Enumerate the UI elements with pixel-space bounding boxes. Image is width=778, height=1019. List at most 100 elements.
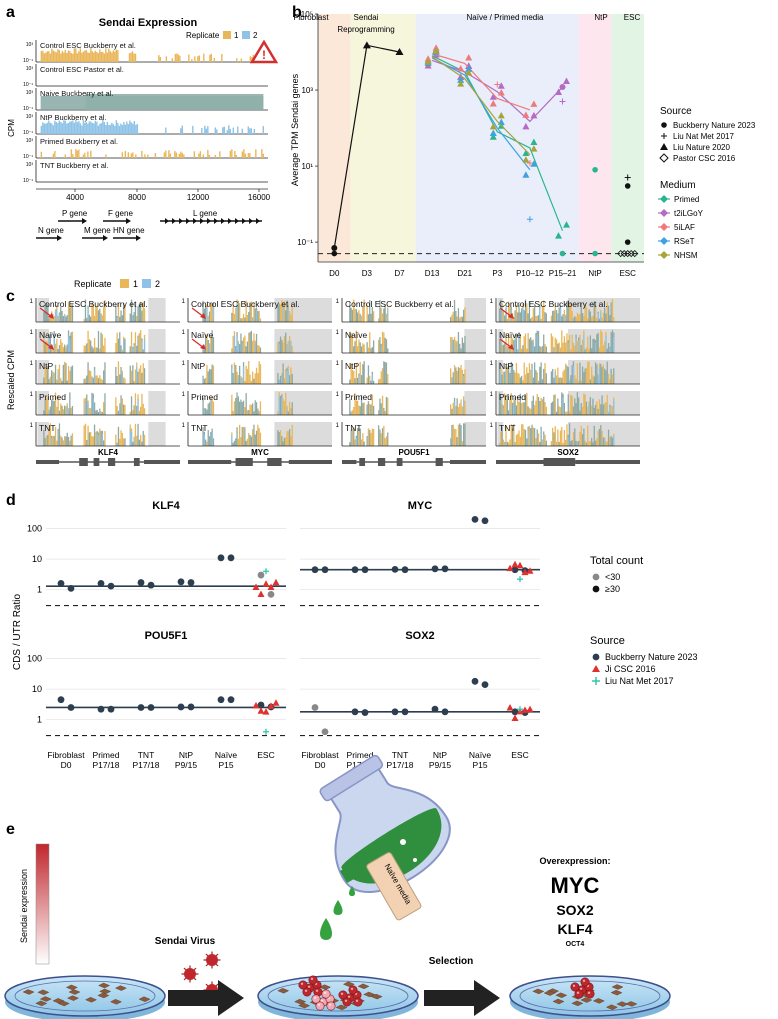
b-legend-source-2: Liu Nature 2020 (673, 143, 730, 152)
c-ytick-0-2: 1 (30, 361, 34, 367)
b-xtick-7: P15–21 (549, 269, 577, 278)
c-ytick-1-0: 1 (182, 299, 186, 305)
c-legend-rep1-swatch (120, 279, 129, 288)
b-point (331, 250, 338, 257)
b-point (631, 249, 639, 258)
d-point (441, 708, 449, 716)
panel-a-title: Sendai Expression (99, 17, 198, 29)
d-point (351, 708, 359, 716)
d-point (252, 701, 260, 709)
d-point (311, 566, 319, 574)
c-track-3-0: 1 Control ESC Buckberry et al. (490, 298, 640, 323)
b-series-line-4 (431, 57, 531, 171)
d-point (67, 584, 75, 592)
d-point (57, 579, 65, 587)
a-track-3-ytick-top: 10³ (26, 114, 34, 120)
c-gene-label-2: POU5F1 (398, 448, 430, 457)
d-point (267, 702, 275, 709)
c-gene-label-1: MYC (251, 448, 269, 457)
b-point (497, 111, 505, 119)
c-ytick-3-3: 1 (490, 392, 494, 398)
b-point (465, 53, 473, 61)
overexpressed-sox2: SOX2 (556, 902, 594, 918)
d-xtick-3-0: Fibroblast D0 (301, 750, 339, 770)
b-series-line-1 (431, 55, 564, 231)
sendai-expression-gradient (35, 843, 50, 965)
c-row-label-3-4: TNT (499, 423, 516, 433)
a-track-0: 10³ 10⁻¹ Control ESC Buckberry et al. (23, 40, 268, 64)
b-xtick-6: P10–12 (516, 269, 544, 278)
d-point (67, 704, 75, 711)
panel-b-legend: Source Buckberry Nature 2023 Liu Nat Met 2… (658, 106, 756, 260)
a-track-2-ytick-top: 10³ (26, 90, 34, 96)
a-track-2: 10³ 10⁻¹ Naive Buckberry et al. (23, 88, 268, 112)
d-point (526, 567, 534, 574)
gene-n-label: N gene (38, 226, 64, 235)
a-track-0-ytick-top: 10³ (26, 42, 34, 48)
c-row-label-1-3: Primed (191, 392, 218, 402)
c-row-label-2-1: Naïve (345, 330, 367, 340)
panel-d-legend: Total count <30 ≥30 Source Buckberry Nature … (590, 555, 698, 686)
b-point (530, 138, 538, 145)
d-point (506, 703, 514, 711)
a-track-5-label: TNT Buckberry et al. (40, 161, 109, 170)
d-point (262, 580, 270, 587)
c-track-2-2: 1 NtP (336, 360, 486, 385)
c-track-0-3: 1 Primed (30, 391, 180, 416)
overexpressed-myc: MYC (551, 873, 600, 898)
b-point (465, 65, 473, 72)
b-point (432, 47, 440, 54)
b-series-line-2 (431, 59, 563, 123)
a-track-1-ytick-top: 10³ (26, 66, 34, 72)
c-ytick-3-0: 1 (490, 299, 494, 305)
c-gene-model-2 (342, 458, 486, 466)
b-point (489, 93, 497, 100)
c-track-3-2: 1 NtP (490, 360, 640, 385)
genome-map: P gene F gene L gene N gene M gene HN ge… (36, 209, 262, 241)
c-gene-label-3: SOX2 (557, 448, 579, 457)
svg-text:!: ! (262, 48, 266, 62)
b-point (424, 58, 432, 65)
c-legend-rep1-label: 1 (133, 279, 138, 289)
c-track-3-1: 1 Naïve (490, 329, 640, 354)
legend-rep2-swatch (242, 31, 250, 39)
petri-dish-icon-0 (4, 975, 166, 1019)
b-point (624, 239, 631, 245)
c-row-label-3-2: NtP (499, 361, 514, 371)
c-row-label-0-0: Control ESC Buckberry et al. (39, 299, 148, 309)
c-row-label-0-3: Primed (39, 392, 66, 402)
a-track-3-ytick-bottom: 10⁻¹ (23, 130, 33, 136)
c-track-0-1: 1 Naïve (30, 329, 180, 354)
d-point (262, 708, 270, 715)
a-xtick-12000: 12000 (187, 193, 210, 202)
d-point (257, 571, 265, 579)
a-track-1: 10³ 10⁻¹ Control ESC Pastor et al. (23, 64, 268, 88)
d-point (257, 707, 265, 714)
d-xtick-3-4: Naïve P15 (469, 750, 491, 770)
d-point (361, 709, 369, 716)
d-xtick-2-1: Primed P17/18 (93, 750, 120, 770)
b-point (497, 82, 505, 89)
c-track-0-4: 1 TNT (30, 422, 180, 447)
c-gene-model-1 (188, 458, 332, 466)
c-row-label-2-3: Primed (345, 392, 372, 402)
c-gene-label-0: KLF4 (98, 448, 119, 457)
b-series-line-5 (431, 56, 531, 156)
c-track-1-2: 1 NtP (182, 360, 332, 385)
d-legend-source-title: Source (590, 635, 625, 647)
d-point (187, 703, 195, 711)
b-legend-source-1: Liu Nat Met 2017 (673, 132, 734, 141)
b-ytick-0: 10⁵ (301, 10, 313, 19)
d-plot-klf4: KLF4 100 10 1 (27, 500, 286, 607)
d-xtick-3-3: NtP P9/15 (429, 750, 451, 770)
d-legend-source-1: Ji CSC 2016 (605, 664, 656, 674)
d-point (481, 681, 489, 689)
d-point (321, 566, 329, 574)
d-point (97, 705, 105, 713)
d-point (267, 583, 275, 590)
c-ytick-0-4: 1 (30, 423, 34, 429)
d-point (137, 579, 145, 586)
b-point (362, 41, 371, 49)
b-legend-medium-2: 5iLAF (674, 223, 695, 232)
overexpression-title: Overexpression: (539, 856, 610, 866)
